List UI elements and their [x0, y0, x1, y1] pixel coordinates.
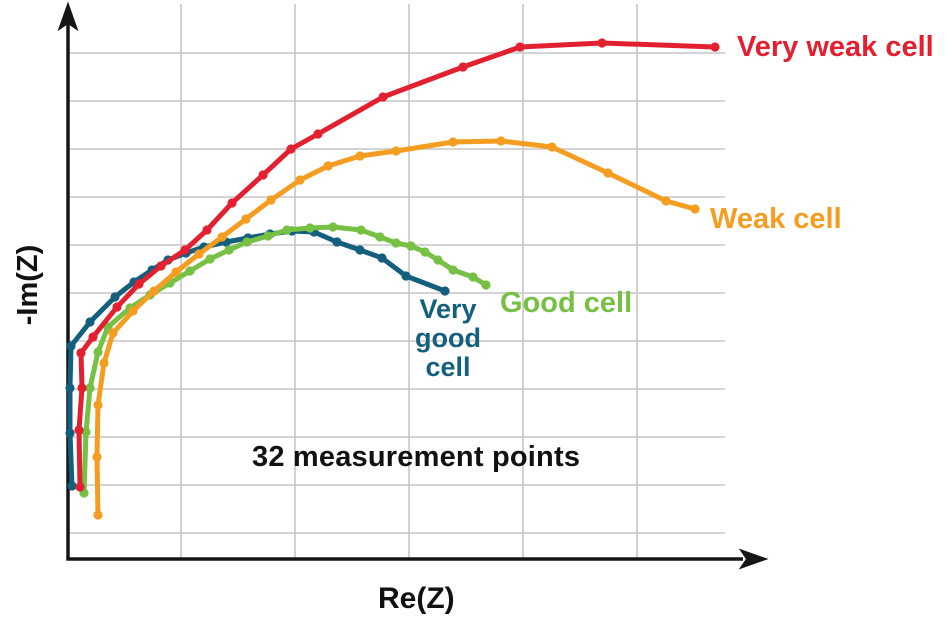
- data-point-very-weak-cell: [258, 170, 268, 180]
- data-point-good-cell: [282, 225, 292, 235]
- data-point-good-cell: [85, 383, 95, 393]
- data-point-weak-cell: [323, 161, 333, 171]
- data-point-very-good-cell: [332, 237, 342, 247]
- data-point-good-cell: [468, 272, 478, 282]
- data-point-weak-cell: [171, 267, 181, 277]
- x-axis-arrow-icon: [738, 548, 769, 570]
- data-point-good-cell: [305, 223, 315, 233]
- data-point-very-weak-cell: [597, 38, 607, 48]
- data-point-very-good-cell: [440, 286, 450, 296]
- data-point-weak-cell: [391, 146, 401, 156]
- data-point-weak-cell: [241, 214, 251, 224]
- series-very-weak-cell: [74, 38, 720, 492]
- data-point-very-weak-cell: [313, 129, 323, 139]
- data-point-very-good-cell: [85, 317, 95, 327]
- data-point-very-weak-cell: [202, 225, 212, 235]
- data-point-good-cell: [328, 222, 338, 232]
- data-point-very-good-cell: [65, 383, 75, 393]
- series-weak-cell: [92, 136, 700, 520]
- data-point-good-cell: [205, 254, 215, 264]
- data-point-very-weak-cell: [458, 62, 468, 72]
- data-point-very-weak-cell: [180, 245, 190, 255]
- data-point-very-weak-cell: [286, 144, 296, 154]
- data-point-very-weak-cell: [134, 279, 144, 289]
- data-point-good-cell: [375, 232, 385, 242]
- data-point-weak-cell: [194, 249, 204, 259]
- annotation-measurement-points: 32 measurement points: [252, 441, 581, 473]
- data-point-good-cell: [406, 241, 416, 251]
- data-point-weak-cell: [93, 400, 103, 410]
- data-point-very-weak-cell: [515, 42, 525, 52]
- label-very-weak-cell: Very weak cell: [737, 31, 934, 63]
- data-point-very-weak-cell: [75, 482, 85, 492]
- data-point-weak-cell: [99, 358, 109, 368]
- data-point-good-cell: [481, 280, 491, 290]
- data-point-good-cell: [433, 255, 443, 265]
- data-point-good-cell: [263, 231, 273, 241]
- data-point-very-weak-cell: [77, 383, 87, 393]
- data-point-weak-cell: [295, 175, 305, 185]
- data-point-very-good-cell: [66, 341, 76, 351]
- data-point-very-weak-cell: [88, 332, 98, 342]
- data-point-weak-cell: [108, 328, 118, 338]
- data-point-good-cell: [356, 225, 366, 235]
- data-point-weak-cell: [661, 196, 671, 206]
- data-point-weak-cell: [149, 286, 159, 296]
- data-point-weak-cell: [93, 510, 103, 520]
- y-axis-arrow-icon: [57, 1, 79, 32]
- data-point-good-cell: [242, 237, 252, 247]
- data-point-weak-cell: [355, 151, 365, 161]
- y-axis-label: -Im(Z): [12, 244, 44, 326]
- data-point-very-good-cell: [355, 245, 365, 255]
- data-point-very-weak-cell: [378, 92, 388, 102]
- data-point-very-weak-cell: [156, 261, 166, 271]
- data-point-good-cell: [81, 427, 91, 437]
- data-point-weak-cell: [603, 168, 613, 178]
- data-point-good-cell: [224, 245, 234, 255]
- data-point-good-cell: [185, 266, 195, 276]
- label-weak-cell: Weak cell: [710, 203, 842, 235]
- data-point-weak-cell: [128, 306, 138, 316]
- data-point-weak-cell: [448, 137, 458, 147]
- data-point-very-weak-cell: [112, 302, 122, 312]
- axes: [57, 1, 769, 570]
- data-point-good-cell: [93, 347, 103, 357]
- label-very-good-cell: Very good cell: [415, 294, 481, 382]
- data-point-weak-cell: [217, 232, 227, 242]
- data-point-very-good-cell: [110, 292, 120, 302]
- data-point-very-weak-cell: [74, 425, 84, 435]
- data-point-weak-cell: [266, 195, 276, 205]
- data-point-good-cell: [448, 265, 458, 275]
- data-point-weak-cell: [92, 452, 102, 462]
- data-point-very-good-cell: [65, 428, 75, 438]
- data-point-good-cell: [391, 238, 401, 248]
- data-point-very-weak-cell: [227, 198, 237, 208]
- data-point-good-cell: [420, 247, 430, 257]
- data-point-very-good-cell: [377, 253, 387, 263]
- data-point-weak-cell: [496, 136, 506, 146]
- data-point-very-weak-cell: [76, 348, 86, 358]
- data-point-weak-cell: [547, 142, 557, 152]
- data-point-very-weak-cell: [710, 42, 720, 52]
- data-point-very-good-cell: [67, 481, 77, 491]
- data-point-weak-cell: [690, 204, 700, 214]
- data-point-very-good-cell: [401, 271, 411, 281]
- label-good-cell: Good cell: [500, 287, 633, 319]
- x-axis-label: Re(Z): [378, 582, 455, 615]
